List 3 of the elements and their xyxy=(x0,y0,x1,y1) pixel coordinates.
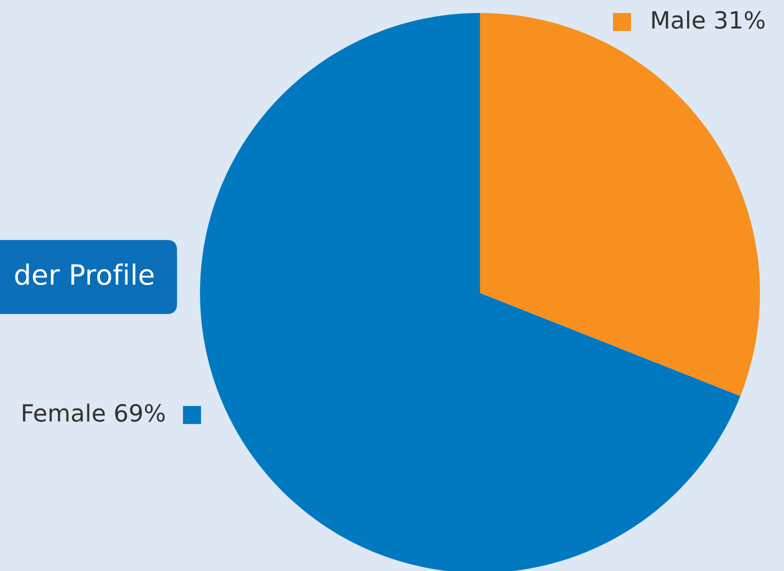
text: der Profile xyxy=(15,264,154,286)
legend-label: Male 31% xyxy=(652,10,765,29)
slice-label: Female 69% xyxy=(22,404,165,422)
